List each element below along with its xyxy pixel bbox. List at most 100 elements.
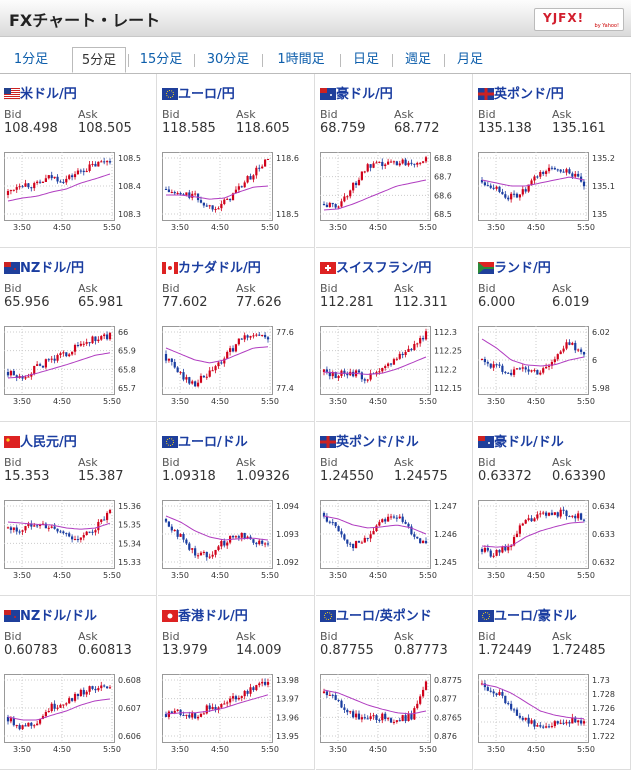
price-chart[interactable]: 66 65.9 65.8 65.7 3:50 4:50 5:50: [4, 326, 153, 408]
yjfx-logo[interactable]: YJFX! by Yahoo!: [534, 8, 624, 31]
tab-5[interactable]: 日足: [352, 52, 379, 67]
pair-name-link[interactable]: NZドル/円: [20, 261, 85, 276]
ask-label: Ask: [394, 282, 414, 295]
pair-name-link[interactable]: 英ポンド/円: [494, 87, 564, 102]
candle-body: [47, 359, 50, 361]
candle-body: [550, 726, 554, 728]
pair-name-link[interactable]: 米ドル/円: [20, 87, 77, 102]
rate-card[interactable]: ユーロ/英ポンド Bid Ask 0.87755 0.87773 0.8775 0.877 0…: [316, 596, 473, 770]
tab-4[interactable]: 1時間足: [277, 52, 325, 67]
price-chart[interactable]: 15.36 15.35 15.34 15.33 3:50 4:50 5:50: [4, 500, 153, 582]
pair-name-link[interactable]: ユーロ/豪ドル: [494, 609, 577, 624]
candle-body: [223, 199, 226, 205]
pair-name-link[interactable]: ユーロ/円: [178, 87, 235, 102]
price-chart[interactable]: 13.98 13.97 13.96 13.95 3:50 4:50 5:50: [162, 674, 311, 756]
price-chart[interactable]: 6.02 6 5.98 3:50 4:50 5:50: [478, 326, 627, 408]
candle-body: [480, 180, 484, 183]
tab-2[interactable]: 15分足: [139, 52, 183, 67]
candle-body: [577, 173, 580, 177]
y-tick-label: 68.8: [434, 154, 452, 163]
candle-body: [504, 546, 507, 551]
rate-card[interactable]: 米ドル/円 Bid Ask 108.498 108.505 108.5 108.4 108.3…: [0, 74, 157, 248]
candle-body: [223, 541, 226, 546]
candle-body: [82, 343, 85, 345]
candle-body: [15, 725, 18, 727]
price-chart[interactable]: 135.2 135.1 135 3:50 4:50 5:50: [478, 152, 627, 234]
rate-card[interactable]: 人民元/円 Bid Ask 15.353 15.387 15.36 15.35 15.34 15…: [0, 422, 157, 596]
x-tick-label: 4:50: [211, 745, 229, 754]
candle-body: [536, 176, 539, 178]
rate-card[interactable]: 豪ドル/ドル Bid Ask 0.63372 0.63390 0.634 0.633 0.63…: [474, 422, 631, 596]
pair-name-link[interactable]: 豪ドル/円: [336, 87, 393, 102]
rate-card[interactable]: 英ポンド/ドル Bid Ask 1.24550 1.24575 1.247 1.246 1.2…: [316, 422, 473, 596]
price-chart[interactable]: 0.8775 0.877 0.8765 0.876 3:50 4:50 5:50: [320, 674, 469, 756]
rate-card[interactable]: カナダドル/円 Bid Ask 77.602 77.626 77.6 77.4 3:50 4:5…: [158, 248, 315, 422]
candle-body: [211, 706, 214, 710]
candle-body: [369, 164, 372, 168]
bid-label: Bid: [162, 456, 180, 469]
candle-body: [71, 175, 74, 178]
price-chart[interactable]: 68.8 68.7 68.6 68.5 3:50 4:50 5:50: [320, 152, 469, 234]
candle-body: [480, 549, 484, 552]
pair-name-link[interactable]: NZドル/ドル: [20, 609, 98, 624]
candle-body: [176, 192, 179, 194]
price-chart[interactable]: 0.608 0.607 0.606 3:50 4:50 5:50: [4, 674, 153, 756]
rate-card[interactable]: ユーロ/ドル Bid Ask 1.09318 1.09326 1.094 1.093 1.09…: [158, 422, 315, 596]
pair-name-link[interactable]: ランド/円: [494, 261, 551, 276]
price-chart[interactable]: 108.5 108.4 108.3 3:50 4:50 5:50: [4, 152, 153, 234]
candle-body: [568, 169, 571, 174]
rate-card[interactable]: NZドル/ドル Bid Ask 0.60783 0.60813 0.608 0.607 0.6…: [0, 596, 157, 770]
tab-3[interactable]: 30分足: [206, 52, 250, 67]
rate-card[interactable]: ランド/円 Bid Ask 6.000 6.019 6.02 6 5.98 3:50 4:50 5:…: [474, 248, 631, 422]
pair-name-link[interactable]: 人民元/円: [20, 435, 77, 450]
au-us-flag-icon: [477, 433, 495, 449]
candle-body: [108, 161, 112, 163]
pair-name-link[interactable]: 豪ドル/ドル: [494, 435, 564, 450]
candle-body: [68, 533, 71, 537]
candle-body: [170, 526, 173, 531]
rate-card[interactable]: 英ポンド/円 Bid Ask 135.138 135.161 135.2 135.1 135 3…: [474, 74, 631, 248]
tab-7[interactable]: 月足: [456, 52, 483, 67]
price-chart[interactable]: 0.634 0.633 0.632 3:50 4:50 5:50: [478, 500, 627, 582]
price-chart[interactable]: 1.094 1.093 1.092 3:50 4:50 5:50: [162, 500, 311, 582]
price-chart[interactable]: 1.247 1.246 1.245 3:50 4:50 5:50: [320, 500, 469, 582]
rate-card[interactable]: ユーロ/円 Bid Ask 118.585 118.605 118.6 118.5 3:50 4…: [158, 74, 315, 248]
candle-body: [582, 519, 586, 521]
rate-card[interactable]: NZドル/円 Bid Ask 65.956 65.981 66 65.9 65.8 65.7 3:…: [0, 248, 157, 422]
candle-body: [545, 512, 548, 516]
rate-card[interactable]: 豪ドル/円 Bid Ask 68.759 68.772 68.8 68.7 68.6 68.5 3…: [316, 74, 473, 248]
price-chart[interactable]: 1.73 1.728 1.726 1.724 1.722 3:50 4:50 5:50: [478, 674, 627, 756]
rate-card[interactable]: ユーロ/豪ドル Bid Ask 1.72449 1.72485 1.73 1.728 1.72…: [474, 596, 631, 770]
candle-body: [266, 337, 270, 340]
tab-separator: [444, 54, 445, 67]
candle-body: [559, 722, 562, 724]
rate-card[interactable]: スイスフラン/円 Bid Ask 112.281 112.311 112.3 112.25 1…: [316, 248, 473, 422]
price-chart[interactable]: 77.6 77.4 3:50 4:50 5:50: [162, 326, 311, 408]
candle-body: [501, 365, 504, 372]
x-tick-label: 3:50: [171, 745, 189, 754]
pair-name-link[interactable]: ユーロ/英ポンド: [336, 609, 432, 624]
candle-body: [167, 358, 171, 361]
candle-body: [568, 516, 571, 518]
tab-1[interactable]: 5分足: [72, 47, 126, 73]
tab-0[interactable]: 1分足: [13, 52, 49, 67]
rate-card[interactable]: 香港ドル/円 Bid Ask 13.979 14.009 13.98 13.97 13.96 1…: [158, 596, 315, 770]
pair-name-link[interactable]: スイスフラン/円: [336, 261, 432, 276]
price-chart[interactable]: 112.3 112.25 112.2 112.15 3:50 4:50 5:50: [320, 326, 469, 408]
pair-name-link[interactable]: 香港ドル/円: [178, 609, 248, 624]
candle-body: [322, 513, 326, 517]
candle-body: [421, 161, 425, 163]
tab-6[interactable]: 週足: [404, 52, 431, 67]
candle-body: [510, 372, 513, 375]
pair-name-link[interactable]: カナダドル/円: [178, 261, 261, 276]
candle-body: [94, 336, 97, 342]
candle-body: [501, 546, 504, 553]
price-chart[interactable]: 118.6 118.5 3:50 4:50 5:50: [162, 152, 311, 234]
x-tick-label: 4:50: [527, 397, 545, 406]
chart-svg: 1.094 1.093 1.092 3:50 4:50 5:50: [162, 500, 299, 580]
candle-body: [424, 540, 428, 544]
chart-frame: [4, 500, 115, 569]
candle-body: [334, 522, 337, 527]
pair-name-link[interactable]: ユーロ/ドル: [178, 435, 248, 450]
pair-name-link[interactable]: 英ポンド/ドル: [336, 435, 419, 450]
